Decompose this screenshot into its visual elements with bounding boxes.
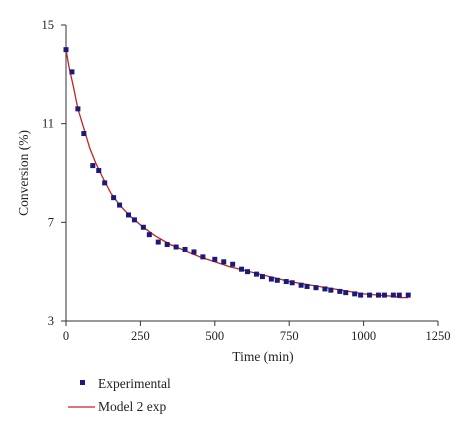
experimental-point bbox=[90, 163, 96, 169]
experimental-point bbox=[328, 287, 334, 293]
experimental-point bbox=[63, 47, 69, 53]
legend-label-model: Model 2 exp bbox=[98, 399, 166, 414]
experimental-point bbox=[164, 242, 170, 248]
experimental-point bbox=[390, 292, 396, 298]
legend-marker-experimental bbox=[80, 380, 85, 385]
experimental-point bbox=[117, 202, 123, 208]
experimental-point bbox=[173, 244, 179, 250]
experimental-point bbox=[381, 292, 387, 298]
experimental-point bbox=[322, 286, 328, 292]
experimental-point bbox=[125, 212, 131, 218]
experimental-point bbox=[298, 282, 304, 288]
x-tick-label: 250 bbox=[131, 329, 150, 343]
experimental-point bbox=[81, 131, 87, 137]
experimental-point bbox=[212, 256, 218, 262]
x-axis-title: Time (min) bbox=[232, 349, 293, 364]
experimental-point bbox=[283, 279, 289, 285]
experimental-point bbox=[268, 276, 274, 282]
x-tick-label: 500 bbox=[205, 329, 224, 343]
y-tick-label: 15 bbox=[42, 18, 55, 32]
experimental-point bbox=[102, 180, 108, 186]
experimental-point bbox=[304, 283, 310, 289]
axes bbox=[65, 25, 438, 322]
experimental-point bbox=[182, 246, 188, 252]
experimental-point bbox=[259, 274, 265, 280]
experimental-point bbox=[111, 195, 117, 201]
legend: Experimental Model 2 exp bbox=[68, 376, 171, 414]
y-axis-title: Conversion (%) bbox=[16, 130, 31, 216]
experimental-point bbox=[155, 239, 161, 245]
experimental-point bbox=[221, 259, 227, 265]
experimental-point bbox=[396, 292, 402, 298]
experimental-point bbox=[131, 217, 137, 223]
model-2-exp-line bbox=[65, 49, 409, 299]
experimental-point bbox=[230, 261, 236, 267]
experimental-point bbox=[289, 280, 295, 286]
x-tick-label: 1000 bbox=[351, 329, 376, 343]
experimental-point bbox=[96, 168, 102, 174]
experimental-point bbox=[367, 292, 373, 298]
y-tick-label: 7 bbox=[48, 215, 54, 229]
experimental-point bbox=[200, 254, 206, 260]
legend-label-experimental: Experimental bbox=[98, 376, 171, 391]
experimental-point bbox=[358, 292, 364, 298]
experimental-point bbox=[352, 291, 358, 297]
experimental-point bbox=[375, 292, 381, 298]
y-tick-label: 11 bbox=[42, 117, 54, 131]
experimental-point bbox=[405, 292, 411, 298]
series-markers-group bbox=[63, 47, 411, 298]
experimental-point bbox=[253, 271, 259, 277]
experimental-point bbox=[239, 266, 245, 272]
x-tick-label: 0 bbox=[63, 329, 69, 343]
series-line-group bbox=[65, 49, 409, 299]
experimental-point bbox=[191, 249, 197, 255]
experimental-point bbox=[337, 288, 343, 294]
experimental-point bbox=[146, 232, 152, 238]
experimental-point bbox=[274, 277, 280, 283]
experimental-point bbox=[245, 269, 251, 275]
experimental-point bbox=[140, 224, 146, 230]
x-tick-label: 1250 bbox=[426, 329, 451, 343]
experimental-point bbox=[343, 290, 349, 296]
ticks: 0 250 500 750 1000 1250 3 7 11 15 bbox=[42, 18, 451, 343]
x-tick-label: 750 bbox=[280, 329, 299, 343]
experimental-point bbox=[313, 285, 319, 291]
experimental-point bbox=[75, 106, 81, 112]
y-tick-label: 3 bbox=[48, 314, 54, 328]
experimental-point bbox=[69, 69, 75, 75]
